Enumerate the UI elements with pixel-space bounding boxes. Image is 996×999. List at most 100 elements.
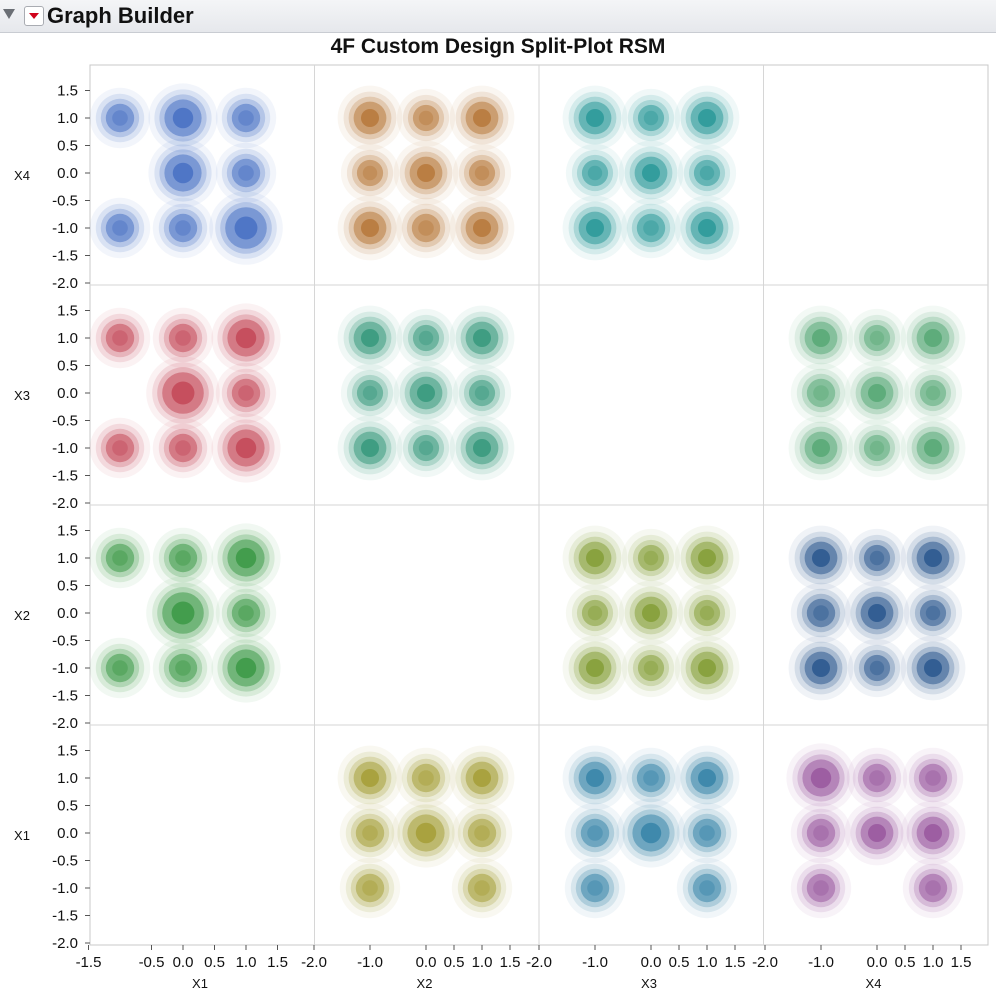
data-point bbox=[641, 603, 661, 623]
density-contour bbox=[581, 599, 609, 627]
data-point bbox=[643, 220, 659, 236]
density-contour bbox=[105, 653, 135, 683]
y-tick-label: 1.5 bbox=[57, 83, 78, 100]
data-point bbox=[640, 822, 662, 844]
x-tick-label: 1.0 bbox=[697, 954, 718, 971]
density-contour bbox=[636, 213, 666, 243]
data-point bbox=[472, 108, 492, 128]
data-point bbox=[587, 880, 603, 896]
data-point bbox=[643, 770, 659, 786]
density-contour bbox=[806, 378, 836, 408]
data-point bbox=[238, 165, 254, 181]
x-axis-label: X1 bbox=[192, 976, 208, 991]
density-contour bbox=[919, 379, 947, 407]
data-point bbox=[362, 165, 378, 181]
data-point bbox=[585, 218, 605, 238]
data-point bbox=[697, 658, 717, 678]
density-contour bbox=[355, 818, 385, 848]
x-tick-label: 1.0 bbox=[236, 954, 257, 971]
density-contour bbox=[692, 873, 722, 903]
data-point bbox=[418, 770, 434, 786]
y-tick-label: 0.0 bbox=[57, 385, 78, 402]
data-point bbox=[472, 768, 492, 788]
data-point bbox=[867, 383, 887, 403]
data-point bbox=[699, 825, 715, 841]
data-point bbox=[175, 660, 191, 676]
data-point bbox=[360, 438, 380, 458]
y-tick-label: -1.0 bbox=[52, 660, 78, 677]
density-contour bbox=[693, 599, 721, 627]
data-point bbox=[869, 550, 885, 566]
data-point bbox=[869, 330, 885, 346]
y-tick-label: 1.5 bbox=[57, 303, 78, 320]
y-tick-label: 1.0 bbox=[57, 330, 78, 347]
data-point bbox=[699, 880, 715, 896]
density-contour bbox=[918, 873, 948, 903]
density-contour bbox=[168, 653, 198, 683]
data-point bbox=[867, 823, 887, 843]
y-tick-label: -0.5 bbox=[52, 633, 78, 650]
density-contour bbox=[468, 159, 496, 187]
density-contour bbox=[231, 598, 261, 628]
density-contour bbox=[168, 213, 198, 243]
data-point bbox=[869, 660, 885, 676]
data-point bbox=[235, 327, 257, 349]
density-contour bbox=[918, 763, 948, 793]
data-point bbox=[112, 330, 128, 346]
data-point bbox=[112, 550, 128, 566]
density-contour bbox=[105, 213, 135, 243]
density-contour bbox=[231, 158, 261, 188]
density-contour bbox=[581, 159, 609, 187]
density-panel-x1-x2 bbox=[89, 523, 281, 703]
data-point bbox=[813, 880, 829, 896]
x-tick-label: 0.0 bbox=[641, 954, 662, 971]
graph-builder-header: Graph Builder bbox=[0, 0, 996, 33]
data-point bbox=[472, 438, 492, 458]
y-axis-label: X2 bbox=[14, 608, 30, 623]
y-axis-label: X1 bbox=[14, 828, 30, 843]
x-tick-label: 0.0 bbox=[867, 954, 888, 971]
data-point bbox=[813, 825, 829, 841]
data-point bbox=[472, 218, 492, 238]
data-point bbox=[360, 218, 380, 238]
x-tick-label: -2.0 bbox=[301, 954, 327, 971]
x-tick-label: -2.0 bbox=[526, 954, 552, 971]
data-point bbox=[923, 438, 943, 458]
data-point bbox=[172, 107, 194, 129]
density-contour bbox=[637, 544, 665, 572]
density-contour bbox=[692, 818, 722, 848]
density-contour bbox=[863, 434, 891, 462]
x-tick-label: 0.0 bbox=[173, 954, 194, 971]
y-tick-label: 1.5 bbox=[57, 743, 78, 760]
data-point bbox=[234, 216, 258, 240]
data-point bbox=[418, 440, 434, 456]
data-point bbox=[418, 110, 434, 126]
data-point bbox=[810, 767, 832, 789]
y-tick-label: -1.0 bbox=[52, 220, 78, 237]
y-tick-label: -2.0 bbox=[52, 935, 78, 952]
y-tick-label: -1.5 bbox=[52, 688, 78, 705]
red-triangle-menu-icon[interactable] bbox=[24, 6, 44, 26]
x-tick-label: 0.5 bbox=[669, 954, 690, 971]
y-tick-label: -0.5 bbox=[52, 413, 78, 430]
y-tick-label: 1.0 bbox=[57, 770, 78, 787]
data-point bbox=[585, 108, 605, 128]
data-point bbox=[112, 110, 128, 126]
density-contour bbox=[105, 103, 135, 133]
data-point bbox=[925, 770, 941, 786]
data-point bbox=[587, 165, 603, 181]
x-tick-label: 1.5 bbox=[951, 954, 972, 971]
disclosure-triangle-icon[interactable] bbox=[3, 9, 15, 19]
data-point bbox=[175, 330, 191, 346]
density-contour bbox=[168, 433, 198, 463]
data-point bbox=[235, 437, 257, 459]
density-contour bbox=[862, 763, 892, 793]
density-contour bbox=[467, 873, 497, 903]
data-point bbox=[172, 162, 194, 184]
y-tick-label: -0.5 bbox=[52, 193, 78, 210]
y-tick-label: 0.0 bbox=[57, 605, 78, 622]
x-tick-label: 0.0 bbox=[416, 954, 437, 971]
x-axis-label: X3 bbox=[641, 976, 657, 991]
density-contour bbox=[231, 103, 261, 133]
data-point bbox=[641, 163, 661, 183]
